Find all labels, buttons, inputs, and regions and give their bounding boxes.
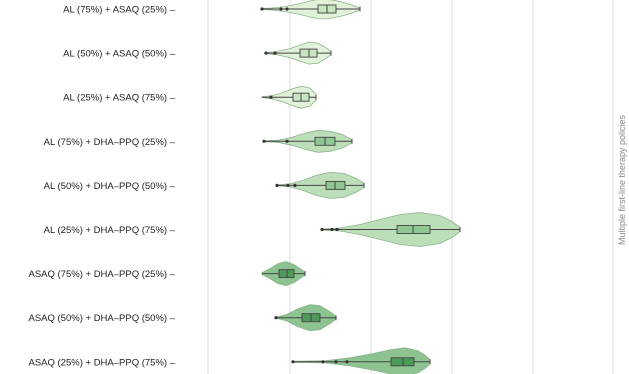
- outlier-point: [293, 183, 297, 187]
- category-label: ASAQ (25%) + DHA–PPQ (75%) –: [28, 357, 175, 368]
- violin-group-1: [264, 41, 332, 65]
- outlier-point: [345, 360, 349, 364]
- category-label: AL (25%) + ASAQ (75%) –: [63, 93, 176, 104]
- outlier-point: [262, 139, 266, 143]
- violin-group-8: [291, 347, 431, 374]
- outlier-point: [264, 51, 268, 55]
- violin-group-5: [320, 212, 461, 247]
- outlier-point: [269, 95, 273, 99]
- outlier-point: [334, 360, 338, 364]
- outlier-point: [285, 139, 289, 143]
- category-label: AL (50%) + DHA–PPQ (50%) –: [44, 181, 176, 192]
- facet-label: Multiple first-line therapy policies: [617, 114, 627, 245]
- category-label: ASAQ (50%) + DHA–PPQ (50%) –: [28, 313, 175, 324]
- violin-group-6: [261, 261, 306, 287]
- violin-group-0: [260, 0, 361, 20]
- violin-series: [260, 0, 461, 374]
- outlier-point: [321, 360, 325, 364]
- outlier-point: [274, 316, 278, 320]
- category-label: AL (75%) + DHA–PPQ (25%) –: [44, 137, 176, 148]
- category-label: AL (50%) + ASAQ (50%) –: [63, 49, 176, 60]
- gridlines: [207, 0, 614, 374]
- category-label: AL (75%) + ASAQ (25%) –: [63, 5, 176, 16]
- outlier-point: [286, 183, 290, 187]
- outlier-point: [291, 360, 295, 364]
- category-label: ASAQ (75%) + DHA–PPQ (25%) –: [28, 269, 175, 280]
- category-label: AL (25%) + DHA–PPQ (75%) –: [44, 225, 176, 236]
- outlier-point: [330, 227, 334, 232]
- outlier-point: [285, 7, 289, 11]
- outlier-point: [335, 227, 339, 232]
- outlier-point: [320, 227, 324, 232]
- category-labels: AL (75%) + ASAQ (25%) – AL (50%) + ASAQ (…: [28, 5, 175, 369]
- violin-group-2: [261, 85, 317, 109]
- outlier-point: [279, 7, 283, 11]
- violin-group-4: [275, 171, 365, 199]
- outlier-point: [260, 7, 264, 11]
- outlier-point: [273, 51, 277, 55]
- outlier-point: [275, 183, 279, 187]
- violin-group-7: [274, 304, 337, 332]
- violin-group-3: [262, 129, 353, 153]
